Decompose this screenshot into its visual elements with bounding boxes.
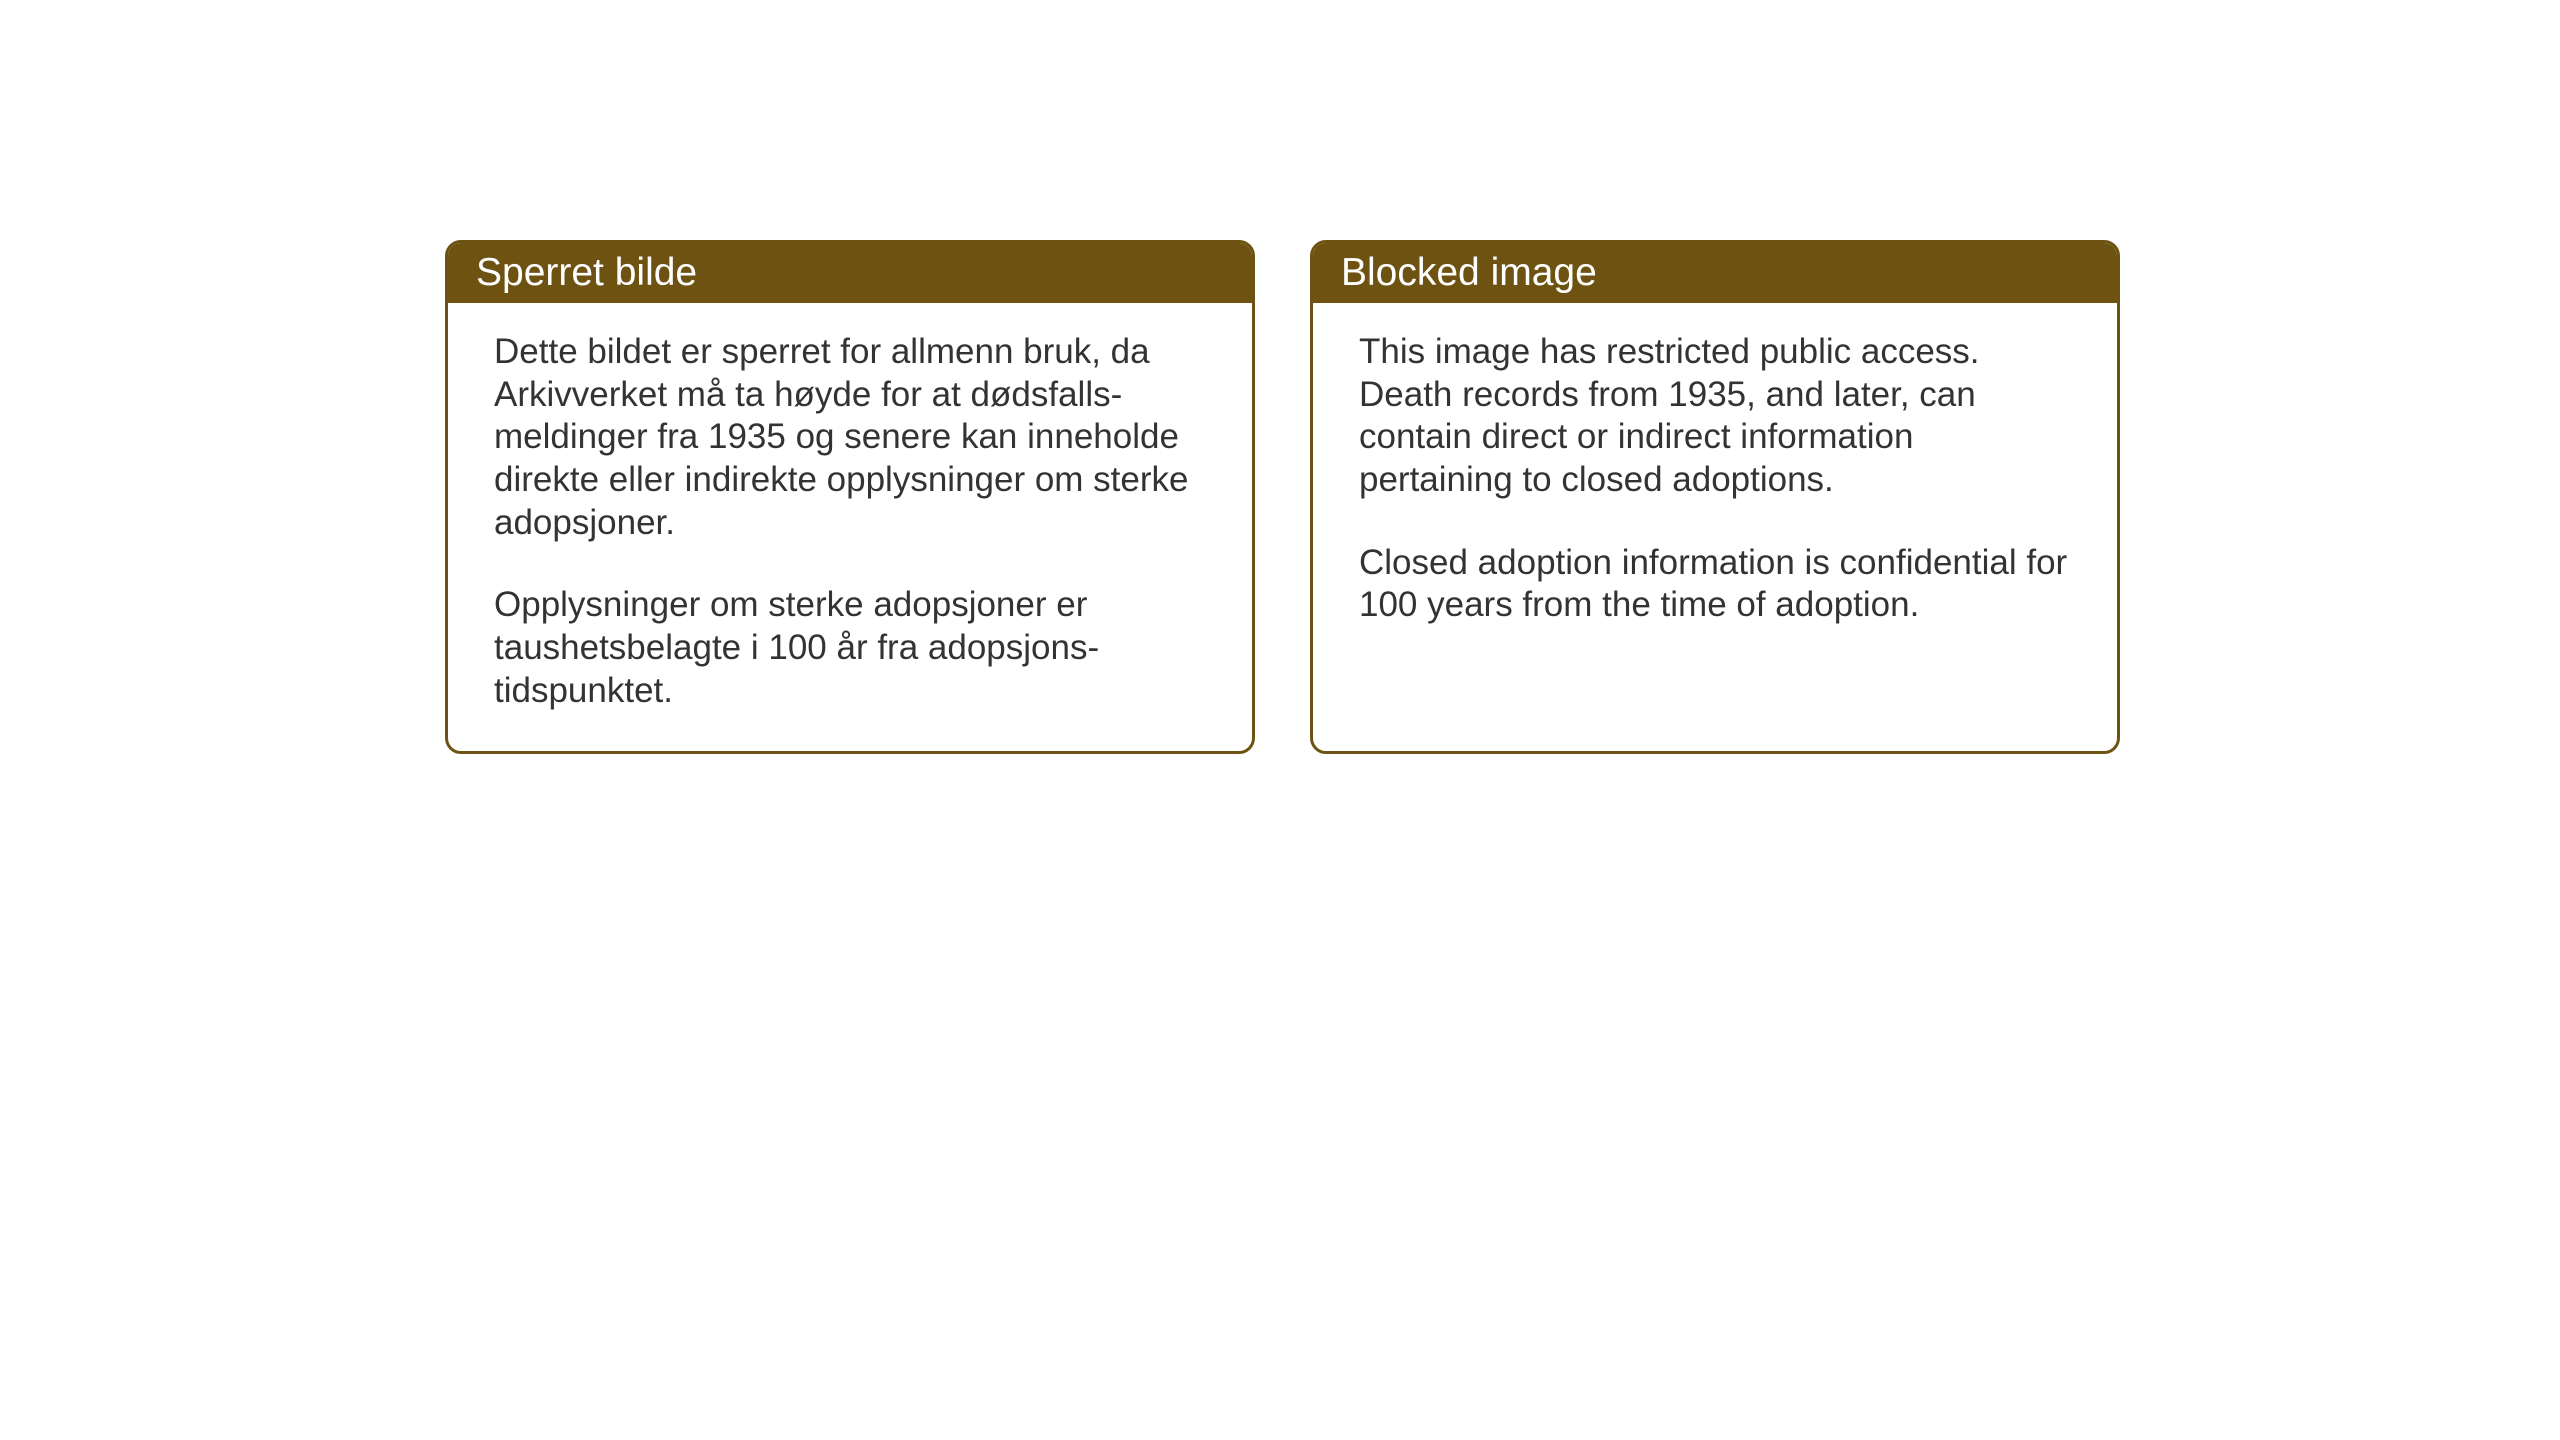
card-title-norwegian: Sperret bilde <box>476 251 697 294</box>
paragraph-english-1: This image has restricted public access.… <box>1359 331 2071 502</box>
paragraph-english-2: Closed adoption information is confident… <box>1359 542 2071 627</box>
paragraph-norwegian-2: Opplysninger om sterke adopsjoner er tau… <box>494 584 1206 712</box>
cards-container: Sperret bilde Dette bildet er sperret fo… <box>445 240 2120 754</box>
card-body-norwegian: Dette bildet er sperret for allmenn bruk… <box>448 303 1252 751</box>
card-body-english: This image has restricted public access.… <box>1313 303 2117 665</box>
paragraph-norwegian-1: Dette bildet er sperret for allmenn bruk… <box>494 331 1206 544</box>
card-header-english: Blocked image <box>1313 243 2117 303</box>
card-header-norwegian: Sperret bilde <box>448 243 1252 303</box>
card-english: Blocked image This image has restricted … <box>1310 240 2120 754</box>
card-norwegian: Sperret bilde Dette bildet er sperret fo… <box>445 240 1255 754</box>
card-title-english: Blocked image <box>1341 251 1597 294</box>
